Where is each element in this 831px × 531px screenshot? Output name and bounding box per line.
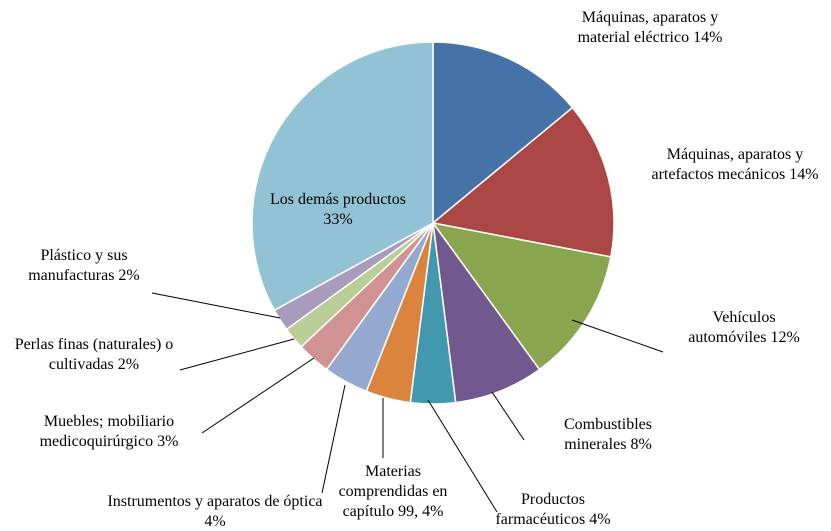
category-name: Plástico y sus manufacturas [28, 247, 128, 284]
slices [251, 41, 615, 405]
slice-label: Plástico y sus manufacturas 2% [18, 246, 150, 286]
value-label: 8% [630, 436, 652, 453]
value-label: 12% [770, 329, 800, 346]
value-label: 4% [204, 513, 226, 530]
slice-label: Productos farmacéuticos 4% [488, 490, 619, 530]
leader-line [201, 357, 315, 434]
value-label: 2% [117, 356, 140, 373]
category-name: Perlas finas (naturales) o cultivadas [14, 336, 174, 373]
slice-label: Materias comprendidas en capítulo 99, 4% [337, 462, 449, 522]
leader-line [321, 384, 346, 494]
category-name: Productos farmacéuticos [495, 491, 586, 528]
pie-slice [431, 221, 612, 371]
category-name: Materias comprendidas en capítulo 99, [338, 463, 448, 520]
slice-label: Perlas finas (naturales) o cultivadas 2% [9, 335, 179, 375]
slice-label: Combustibles minerales 8% [560, 415, 656, 455]
slice-label: Muebles; mobiliario medicoquirúrgico 3% [16, 412, 202, 452]
leader-line [179, 338, 295, 371]
leader-line [571, 319, 664, 353]
leader-line [491, 391, 525, 441]
value-label: 4% [422, 503, 444, 520]
value-label: 14% [789, 166, 819, 183]
category-name: Máquinas, aparatos y artefactos mecánico… [651, 146, 804, 183]
pie-slice [251, 41, 434, 312]
leader-line [427, 399, 498, 513]
leader-lines [151, 292, 664, 513]
category-name: Los demás productos [270, 191, 406, 208]
category-name: Combustibles minerales [563, 416, 652, 453]
slice-label: Máquinas, aparatos y material eléctrico … [564, 8, 736, 48]
slice-label: Instrumentos y aparatos de óptica 4% [103, 492, 328, 531]
value-label: 14% [693, 29, 723, 46]
value-label: 33% [323, 211, 353, 228]
pie-slice [432, 41, 574, 225]
slice-label: Los demás productos 33% [258, 190, 418, 230]
value-label: 3% [157, 433, 179, 450]
category-name: Instrumentos y aparatos de óptica [107, 493, 323, 510]
leader-line [151, 292, 281, 319]
category-name: Máquinas, aparatos y material eléctrico [577, 9, 719, 46]
slice-label: Máquinas, aparatos y artefactos mecánico… [643, 145, 828, 185]
value-label: 4% [589, 511, 611, 528]
value-label: 2% [118, 267, 140, 284]
slice-label: Vehículos automóviles 12% [681, 308, 807, 348]
pie-slice [431, 106, 615, 258]
category-name: Muebles; mobiliario medicoquirúrgico [39, 413, 175, 450]
pie-slice [432, 222, 541, 404]
category-name: Vehículos automóviles [688, 309, 776, 346]
